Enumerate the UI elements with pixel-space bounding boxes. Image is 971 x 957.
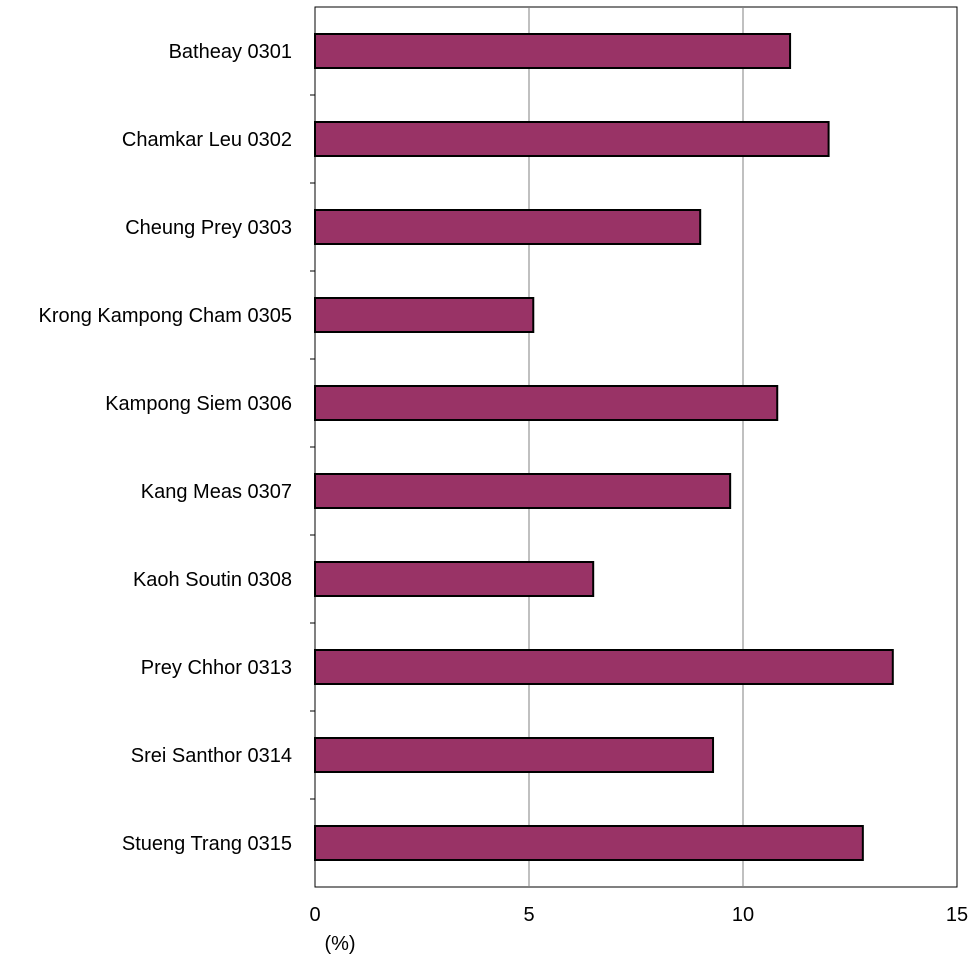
bar-0 [314,33,792,69]
bars [314,33,894,861]
category-label: Cheung Prey 0303 [125,217,292,239]
x-tick-labels: 0 5 10 15 [309,904,968,926]
category-label: Stueng Trang 0315 [122,833,292,855]
bar-4 [314,385,779,421]
bar-9 [314,825,864,861]
x-tick-label: 0 [309,904,320,926]
category-label: Krong Kampong Cham 0305 [39,305,293,327]
x-tick-label: 5 [523,904,534,926]
bar-8 [314,737,715,773]
x-axis-label: (%) [324,933,355,955]
bar-1 [314,121,830,157]
bar-6 [314,561,595,597]
bar-2 [314,209,702,245]
category-label: Batheay 0301 [169,41,292,63]
category-label: Kaoh Soutin 0308 [133,569,292,591]
bar-3 [314,297,535,333]
category-label: Kampong Siem 0306 [105,393,292,415]
bar-7 [314,649,894,685]
category-label: Chamkar Leu 0302 [122,129,292,151]
category-labels: Batheay 0301 Chamkar Leu 0302 Cheung Prey … [39,41,293,855]
x-tick-label: 15 [946,904,968,926]
category-ticks [310,94,315,800]
category-label: Srei Santhor 0314 [131,745,292,767]
category-label: Prey Chhor 0313 [141,657,292,679]
x-tick-label: 10 [732,904,754,926]
category-label: Kang Meas 0307 [141,481,292,503]
bar-5 [314,473,732,509]
